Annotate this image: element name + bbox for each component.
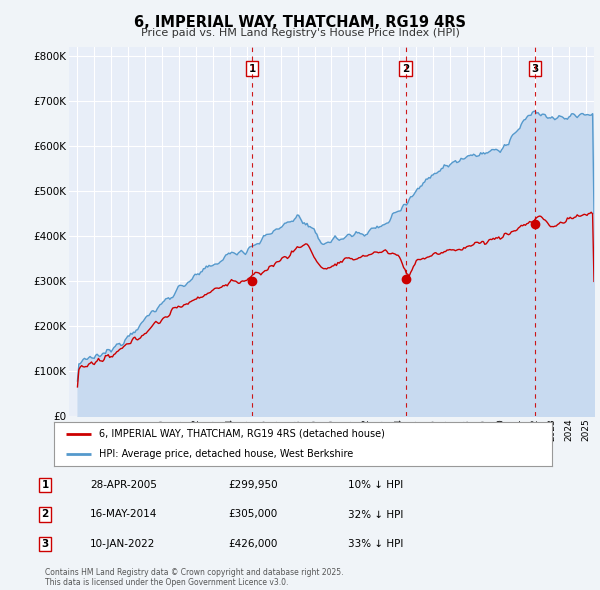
Text: HPI: Average price, detached house, West Berkshire: HPI: Average price, detached house, West…: [99, 449, 353, 459]
Text: 28-APR-2005: 28-APR-2005: [90, 480, 157, 490]
Text: 32% ↓ HPI: 32% ↓ HPI: [348, 510, 403, 519]
Text: 10% ↓ HPI: 10% ↓ HPI: [348, 480, 403, 490]
Text: £426,000: £426,000: [228, 539, 277, 549]
Text: 6, IMPERIAL WAY, THATCHAM, RG19 4RS (detached house): 6, IMPERIAL WAY, THATCHAM, RG19 4RS (det…: [99, 429, 385, 439]
Text: 1: 1: [248, 64, 256, 74]
Text: 16-MAY-2014: 16-MAY-2014: [90, 510, 157, 519]
Text: 3: 3: [41, 539, 49, 549]
Text: Contains HM Land Registry data © Crown copyright and database right 2025.
This d: Contains HM Land Registry data © Crown c…: [45, 568, 343, 587]
Text: 2: 2: [402, 64, 409, 74]
Text: 10-JAN-2022: 10-JAN-2022: [90, 539, 155, 549]
Text: 33% ↓ HPI: 33% ↓ HPI: [348, 539, 403, 549]
Text: 2: 2: [41, 510, 49, 519]
Text: 1: 1: [41, 480, 49, 490]
Text: 6, IMPERIAL WAY, THATCHAM, RG19 4RS: 6, IMPERIAL WAY, THATCHAM, RG19 4RS: [134, 15, 466, 30]
Text: £305,000: £305,000: [228, 510, 277, 519]
Text: Price paid vs. HM Land Registry's House Price Index (HPI): Price paid vs. HM Land Registry's House …: [140, 28, 460, 38]
Text: £299,950: £299,950: [228, 480, 278, 490]
Text: 3: 3: [532, 64, 539, 74]
